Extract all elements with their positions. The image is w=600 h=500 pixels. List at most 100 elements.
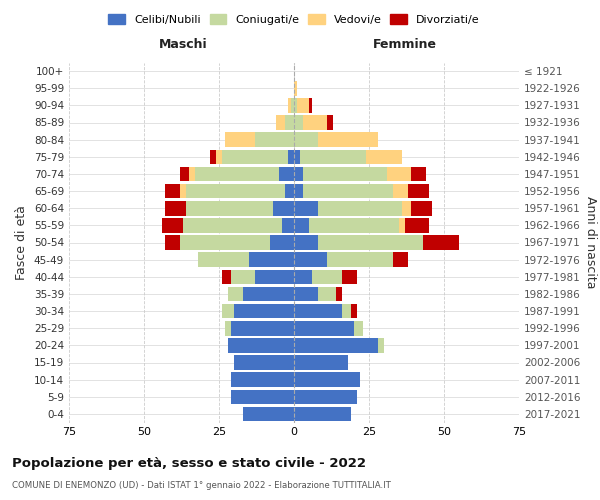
Bar (309, 98, 312, 112)
Bar (198, 252, 249, 267)
Bar (342, 270, 357, 284)
Bar (294, 286, 318, 301)
Bar (294, 338, 378, 352)
Bar (351, 304, 357, 318)
Bar (165, 201, 186, 216)
Bar (411, 166, 426, 181)
Bar (228, 338, 294, 352)
Bar (186, 184, 285, 198)
Bar (294, 132, 318, 147)
Bar (294, 201, 318, 216)
Bar (294, 98, 297, 112)
Bar (243, 286, 294, 301)
Bar (294, 372, 360, 387)
Bar (228, 286, 243, 301)
Bar (408, 184, 429, 198)
Bar (180, 166, 189, 181)
Bar (294, 406, 351, 421)
Y-axis label: Fasce di età: Fasce di età (16, 205, 28, 280)
Bar (312, 270, 342, 284)
Bar (318, 286, 336, 301)
Bar (294, 270, 312, 284)
Bar (216, 150, 222, 164)
Bar (318, 235, 423, 250)
Bar (231, 270, 255, 284)
Bar (378, 338, 384, 352)
Bar (234, 304, 294, 318)
Text: Femmine: Femmine (373, 38, 437, 51)
Bar (231, 390, 294, 404)
Bar (327, 252, 393, 267)
Bar (225, 321, 231, 336)
Bar (294, 81, 297, 96)
Bar (327, 115, 333, 130)
Text: COMUNE DI ENEMONZO (UD) - Dati ISTAT 1° gennaio 2022 - Elaborazione TUTTITALIA.I: COMUNE DI ENEMONZO (UD) - Dati ISTAT 1° … (12, 481, 391, 490)
Bar (285, 184, 294, 198)
Bar (297, 98, 309, 112)
Bar (270, 235, 294, 250)
Bar (165, 184, 180, 198)
Bar (405, 218, 429, 232)
Bar (255, 270, 294, 284)
Bar (294, 252, 327, 267)
Bar (243, 406, 294, 421)
Bar (411, 201, 432, 216)
Bar (231, 321, 294, 336)
Bar (180, 184, 186, 198)
Bar (294, 304, 342, 318)
Bar (366, 150, 402, 164)
Bar (165, 235, 180, 250)
Bar (393, 184, 408, 198)
Bar (183, 218, 282, 232)
Bar (294, 150, 300, 164)
Bar (294, 166, 303, 181)
Bar (309, 218, 399, 232)
Bar (279, 166, 294, 181)
Bar (222, 304, 234, 318)
Bar (294, 390, 357, 404)
Bar (294, 184, 303, 198)
Bar (294, 321, 354, 336)
Bar (300, 150, 366, 164)
Bar (195, 166, 279, 181)
Text: Popolazione per età, sesso e stato civile - 2022: Popolazione per età, sesso e stato civil… (12, 458, 366, 470)
Bar (255, 132, 294, 147)
Bar (342, 304, 351, 318)
Bar (288, 98, 291, 112)
Bar (399, 218, 405, 232)
Bar (273, 201, 294, 216)
Bar (231, 372, 294, 387)
Bar (303, 115, 327, 130)
Bar (303, 184, 393, 198)
Legend: Celibi/Nubili, Coniugati/e, Vedovi/e, Divorziati/e: Celibi/Nubili, Coniugati/e, Vedovi/e, Di… (109, 14, 479, 25)
Bar (234, 355, 294, 370)
Bar (294, 355, 348, 370)
Bar (294, 218, 309, 232)
Bar (210, 150, 216, 164)
Bar (402, 201, 411, 216)
Bar (318, 201, 402, 216)
Bar (180, 235, 270, 250)
Bar (354, 321, 363, 336)
Bar (222, 150, 288, 164)
Text: Maschi: Maschi (158, 38, 208, 51)
Bar (222, 270, 231, 284)
Bar (189, 166, 195, 181)
Bar (294, 115, 303, 130)
Bar (285, 115, 294, 130)
Bar (336, 286, 342, 301)
Bar (282, 218, 294, 232)
Bar (291, 98, 294, 112)
Bar (387, 166, 411, 181)
Bar (318, 132, 378, 147)
Bar (162, 218, 183, 232)
Bar (423, 235, 459, 250)
Bar (288, 150, 294, 164)
Bar (249, 252, 294, 267)
Y-axis label: Anni di nascita: Anni di nascita (584, 196, 597, 289)
Bar (393, 252, 408, 267)
Bar (276, 115, 285, 130)
Bar (225, 132, 255, 147)
Bar (303, 166, 387, 181)
Bar (294, 235, 318, 250)
